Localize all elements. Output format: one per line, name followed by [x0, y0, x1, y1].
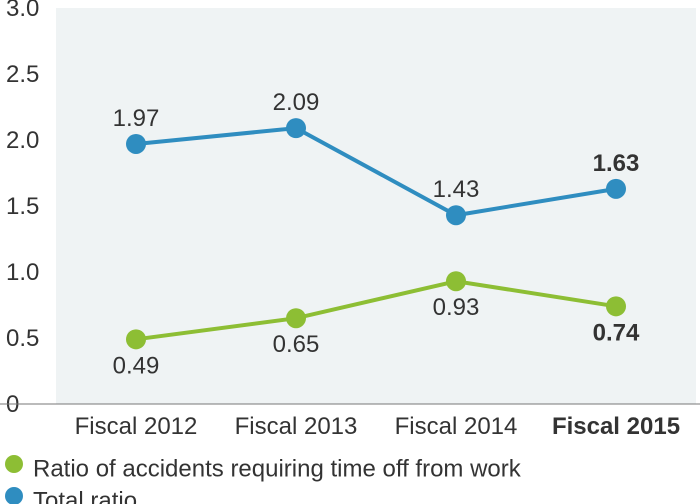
y-axis-tick-label: 2.0: [6, 127, 39, 154]
y-axis-tick-label: 3.0: [6, 0, 39, 22]
value-label-accidents_ratio-2: 0.93: [433, 294, 480, 321]
value-label-accidents_ratio-1: 0.65: [273, 331, 320, 358]
accident-ratio-chart: 00.51.01.52.02.53.00.490.650.930.741.972…: [0, 0, 700, 504]
value-label-total_ratio-2: 1.43: [433, 176, 480, 203]
y-axis-tick-label: 1.5: [6, 193, 39, 220]
y-axis-tick-label: 2.5: [6, 61, 39, 88]
legend-label-accidents_ratio: Ratio of accidents requiring time off fr…: [33, 455, 522, 482]
value-label-total_ratio-3: 1.63: [593, 150, 640, 177]
series-marker-total_ratio: [286, 118, 306, 138]
legend-label-total_ratio: Total ratio: [33, 487, 137, 504]
series-marker-total_ratio: [446, 205, 466, 225]
x-axis-label-0: Fiscal 2012: [75, 413, 198, 440]
series-marker-total_ratio: [126, 134, 146, 154]
value-label-total_ratio-0: 1.97: [113, 105, 160, 132]
x-axis-label-1: Fiscal 2013: [235, 413, 358, 440]
y-axis-tick-label: 0.5: [6, 325, 39, 352]
y-axis-tick-label: 1.0: [6, 259, 39, 286]
value-label-accidents_ratio-0: 0.49: [113, 352, 160, 379]
legend-marker-accidents_ratio: [5, 455, 23, 473]
series-marker-accidents_ratio: [126, 329, 146, 349]
series-marker-accidents_ratio: [446, 271, 466, 291]
legend-marker-total_ratio: [5, 487, 23, 504]
value-label-total_ratio-1: 2.09: [273, 89, 320, 116]
x-axis-label-2: Fiscal 2014: [395, 413, 518, 440]
value-label-accidents_ratio-3: 0.74: [593, 319, 640, 346]
series-marker-accidents_ratio: [286, 308, 306, 328]
series-marker-total_ratio: [606, 179, 626, 199]
x-axis-label-3: Fiscal 2015: [552, 413, 680, 440]
series-marker-accidents_ratio: [606, 296, 626, 316]
